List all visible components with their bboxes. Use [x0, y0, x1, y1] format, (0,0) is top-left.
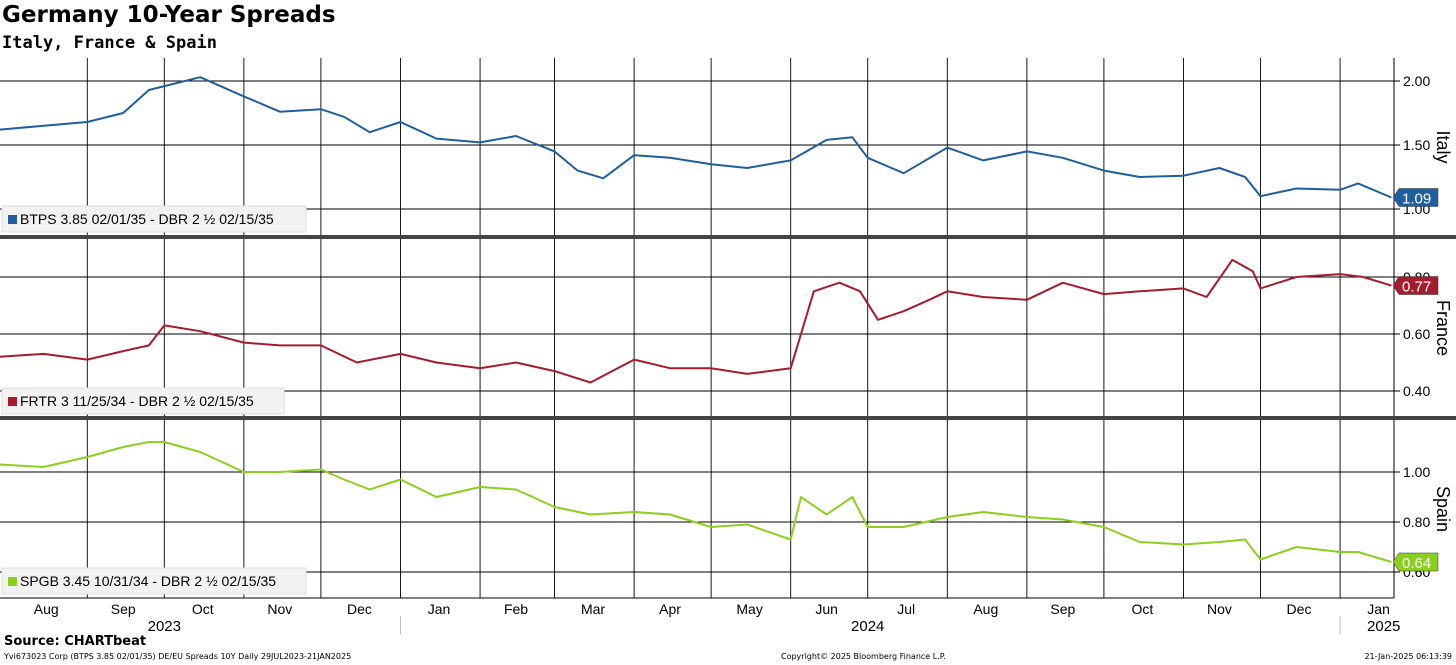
x-month-label: Nov	[267, 601, 292, 617]
spain-panel-label: Spain	[1433, 486, 1453, 532]
x-month-label: Oct	[192, 601, 214, 617]
spain-last-value-label: 0.64	[1402, 555, 1431, 572]
x-month-label: Sep	[111, 601, 136, 617]
france-last-value-label: 0.77	[1402, 279, 1431, 296]
y-tick-label: 0.40	[1403, 383, 1430, 399]
france-legend-box	[1, 387, 285, 415]
spain-series-line	[0, 441, 1392, 563]
y-tick-label: 2.00	[1403, 73, 1430, 89]
france-panel-label: France	[1433, 300, 1453, 356]
spain-last-value-badge	[1392, 552, 1439, 572]
x-month-label: May	[736, 601, 762, 617]
panel-divider	[0, 235, 1456, 239]
y-tick-label: 1.50	[1403, 137, 1430, 153]
italy-series-line	[0, 76, 1392, 199]
y-tick-label: 0.60	[1403, 326, 1430, 342]
france-legend-label: FRTR 3 11/25/34 - DBR 2 ½ 02/15/35	[20, 393, 254, 409]
x-month-label: Dec	[347, 601, 372, 617]
italy-panel-label: Italy	[1433, 130, 1453, 163]
x-month-label: Dec	[1287, 601, 1312, 617]
italy-last-value-label: 1.09	[1402, 190, 1431, 207]
x-month-label: Apr	[659, 601, 681, 617]
italy-legend-box	[1, 205, 307, 233]
spain-legend-box	[1, 567, 307, 595]
france-series-line	[0, 258, 1392, 384]
x-year-label: 2025	[1367, 618, 1400, 635]
x-month-label: Nov	[1207, 601, 1232, 617]
x-month-label: Oct	[1132, 601, 1154, 617]
france-last-value-badge	[1392, 276, 1439, 295]
spain-legend-swatch	[8, 577, 17, 586]
x-month-label: Aug	[34, 601, 59, 617]
y-tick-label: 1.00	[1403, 464, 1430, 480]
x-month-label: Sep	[1050, 601, 1075, 617]
x-month-label: Jan	[428, 601, 451, 617]
y-tick-label: 0.80	[1403, 514, 1430, 530]
x-month-label: Mar	[581, 601, 605, 617]
italy-last-value-badge	[1392, 188, 1439, 207]
france-legend-swatch	[8, 397, 17, 406]
italy-legend-label: BTPS 3.85 02/01/35 - DBR 2 ½ 02/15/35	[20, 211, 274, 227]
x-month-label: Aug	[973, 601, 998, 617]
source-note: Source: CHARTbeat	[4, 634, 147, 649]
footer-series-info: Yvi673023 Corp (BTPS 3.85 02/01/35) DE/E…	[4, 652, 352, 661]
footer-timestamp: 21-Jan-2025 06:13:39	[1364, 652, 1452, 661]
x-month-label: Jan	[1367, 601, 1390, 617]
chart-title: Germany 10-Year Spreads	[2, 2, 336, 28]
panel-divider	[0, 416, 1456, 420]
footer-copyright: Copyright© 2025 Bloomberg Finance L.P.	[781, 652, 946, 661]
x-year-label: 2024	[851, 618, 884, 635]
italy-legend-swatch	[8, 215, 17, 224]
x-year-label: 2023	[148, 618, 181, 635]
x-month-label: Jul	[897, 601, 915, 617]
x-month-label: Feb	[504, 601, 528, 617]
spain-legend-label: SPGB 3.45 10/31/34 - DBR 2 ½ 02/15/35	[20, 573, 276, 589]
chart-subtitle: Italy, France & Spain	[2, 33, 217, 53]
x-month-label: Jun	[815, 601, 838, 617]
